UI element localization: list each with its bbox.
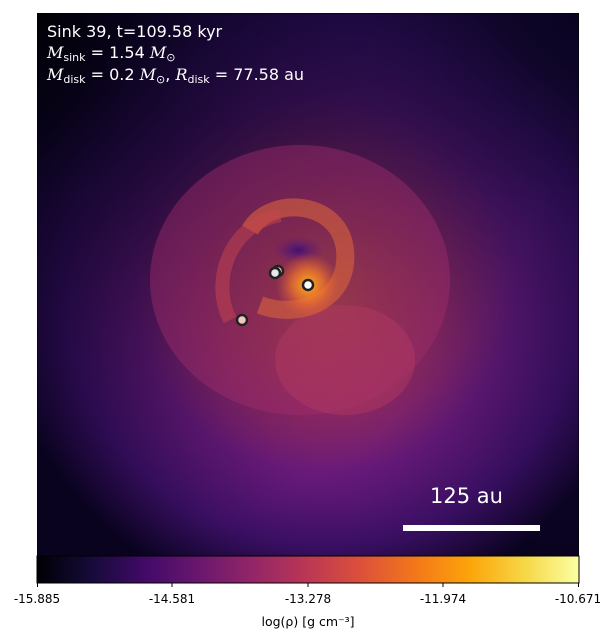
scale-bar	[403, 525, 540, 531]
sink-info-line: Sink 39, t=109.58 kyr	[47, 21, 222, 42]
colorbar-tick-label: -11.974	[419, 592, 467, 606]
colorbar-label: log(ρ) [g cm⁻³]	[261, 614, 355, 629]
sink-title: Sink 39, t=109.58 kyr	[47, 22, 223, 41]
sink-marker	[301, 278, 315, 292]
disk-info-line: Mdisk = 0.2 M⊙, Rdisk = 77.58 au	[47, 65, 305, 86]
sink-marker	[268, 266, 282, 280]
colorbar-tick-label: -15.885	[13, 592, 61, 606]
colorbar	[36, 555, 580, 587]
colorbar-tick-label: -10.671	[554, 592, 602, 606]
sink-mass-line: Msink = 1.54 M⊙	[47, 43, 176, 64]
sink-marker	[235, 313, 249, 327]
colorbar-tick-label: -13.278	[284, 592, 332, 606]
colorbar-tick-label: -14.581	[148, 592, 196, 606]
scale-bar-label: 125 au	[430, 484, 503, 508]
sink-markers	[235, 264, 315, 327]
